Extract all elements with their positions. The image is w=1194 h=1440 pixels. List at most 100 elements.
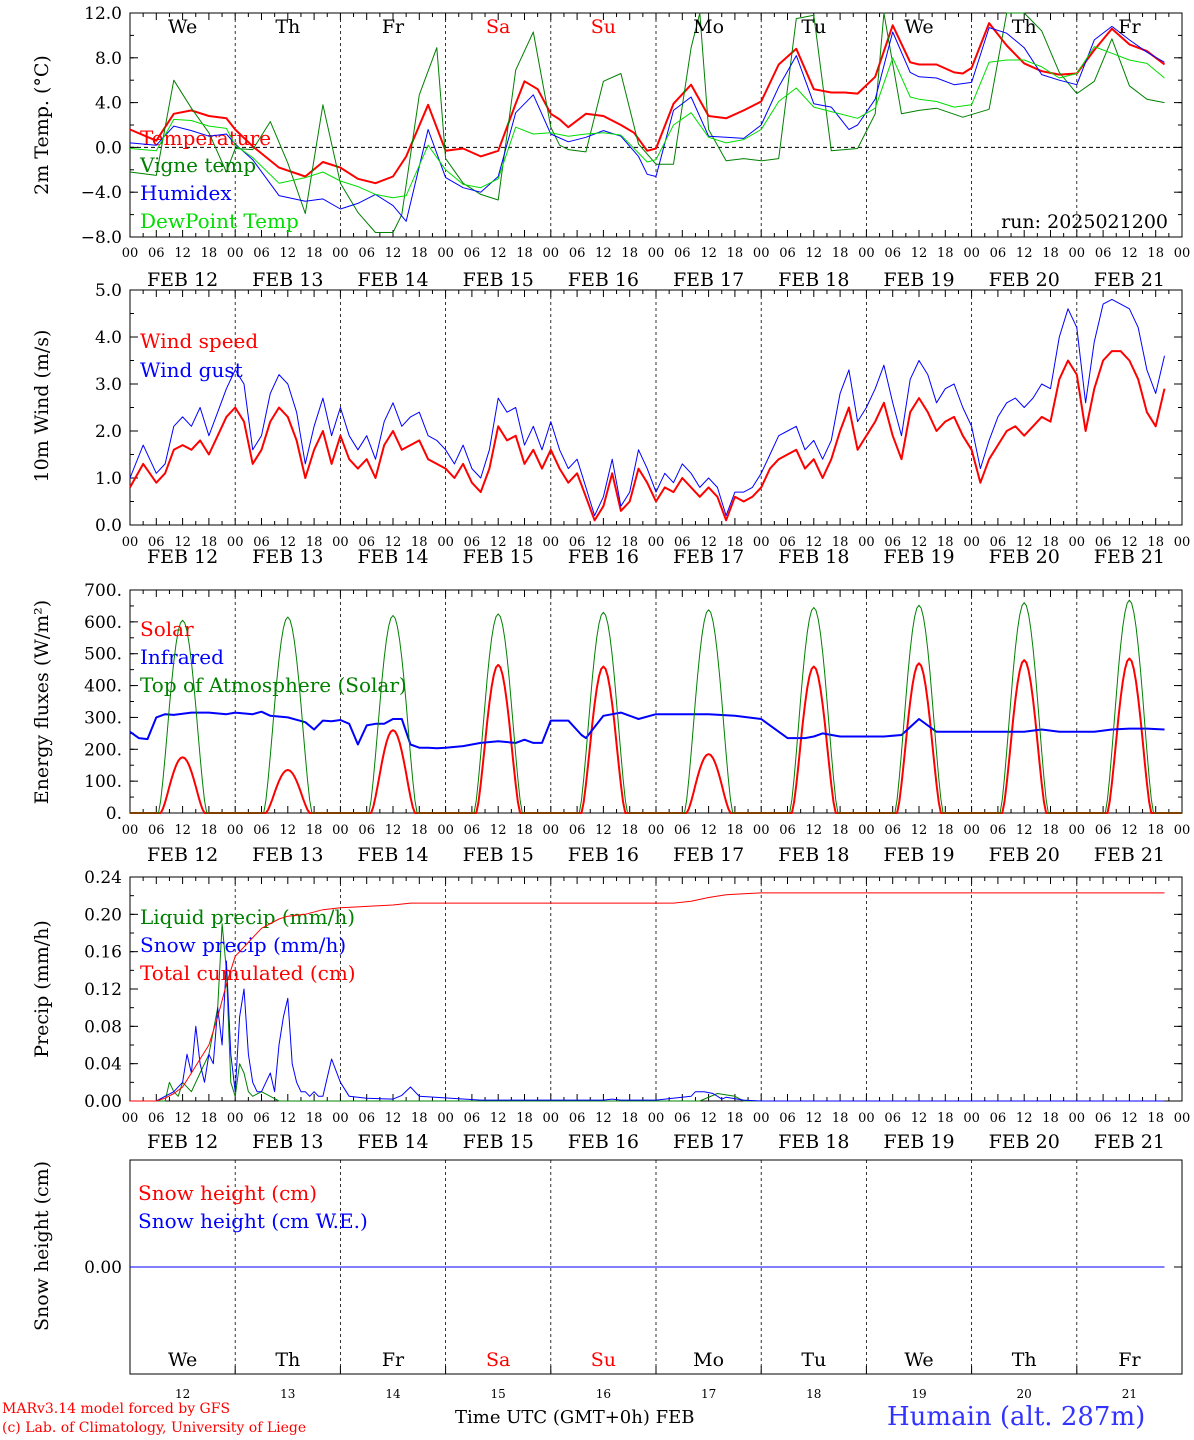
hour-tick-label: 18 <box>201 823 218 838</box>
hour-tick-label: 00 <box>753 535 770 550</box>
weekday-label: Tu <box>801 16 826 38</box>
date-label: FEB 19 <box>883 546 954 568</box>
hour-tick-label: 18 <box>937 535 954 550</box>
hour-tick-label: 12 <box>700 535 717 550</box>
series-line-dewpoint-temp <box>129 46 1165 199</box>
day-number-label: 18 <box>806 1387 821 1401</box>
hour-tick-label: 06 <box>464 246 481 261</box>
hour-tick-label: 12 <box>700 1111 717 1126</box>
hour-tick-label: 00 <box>1069 535 1086 550</box>
hour-tick-label: 00 <box>858 823 875 838</box>
hour-tick-label: 06 <box>884 1111 901 1126</box>
legend-entry: Snow height (cm W.E.) <box>138 1209 368 1233</box>
hour-tick-label: 00 <box>963 1111 980 1126</box>
weekday-label: Th <box>1012 16 1037 38</box>
hour-tick-label: 18 <box>937 246 954 261</box>
hour-tick-label: 12 <box>385 1111 402 1126</box>
hour-tick-label: 06 <box>990 823 1007 838</box>
day-number-label: 16 <box>596 1387 611 1401</box>
date-label: FEB 19 <box>883 844 954 866</box>
date-label: FEB 20 <box>989 844 1060 866</box>
date-label: FEB 15 <box>463 546 534 568</box>
legend-entry: Snow height (cm) <box>138 1181 317 1205</box>
hour-tick-label: 18 <box>306 1111 323 1126</box>
series-line-wind-gust <box>129 298 1165 517</box>
hour-tick-label: 18 <box>306 535 323 550</box>
hour-tick-label: 18 <box>306 246 323 261</box>
hour-tick-label: 06 <box>253 823 270 838</box>
y-tick-label: 500. <box>84 645 122 665</box>
hour-tick-label: 00 <box>963 535 980 550</box>
legend-entry: Wind speed <box>140 329 258 353</box>
hour-tick-label: 12 <box>490 823 507 838</box>
y-tick-label: 0.0 <box>95 516 122 536</box>
hour-tick-label: 12 <box>1016 823 1033 838</box>
legend-entry: Humidex <box>140 181 232 205</box>
hour-tick-label: 00 <box>1069 246 1086 261</box>
date-label: FEB 19 <box>883 1131 954 1153</box>
series-line-humidex <box>129 25 1165 222</box>
series-line-wind-speed <box>129 350 1166 522</box>
hour-tick-label: 18 <box>516 535 533 550</box>
hour-tick-label: 12 <box>280 1111 297 1126</box>
hour-tick-label: 12 <box>385 246 402 261</box>
hour-tick-label: 06 <box>464 1111 481 1126</box>
y-tick-label: 400. <box>84 677 122 697</box>
y-tick-label: 1.0 <box>95 469 122 489</box>
y-tick-label: 200. <box>84 740 122 760</box>
date-label: FEB 21 <box>1094 546 1165 568</box>
hour-tick-label: 12 <box>911 246 928 261</box>
hour-tick-label: 00 <box>332 1111 349 1126</box>
hour-tick-label: 12 <box>595 1111 612 1126</box>
hour-tick-label: 18 <box>937 1111 954 1126</box>
y-tick-label: 0.20 <box>84 905 122 925</box>
legend-entry: Solar <box>140 617 194 641</box>
hour-tick-label: 00 <box>648 535 665 550</box>
weekday-label: Th <box>275 16 300 38</box>
hour-tick-label: 06 <box>569 246 586 261</box>
series-line-temperature <box>129 22 1166 185</box>
hour-tick-label: 18 <box>832 1111 849 1126</box>
hour-tick-label: 06 <box>990 1111 1007 1126</box>
hour-tick-label: 00 <box>858 246 875 261</box>
hour-tick-label: 00 <box>227 246 244 261</box>
y-tick-label: 0.08 <box>84 1017 122 1037</box>
hour-tick-label: 18 <box>727 823 744 838</box>
legend-entry: DewPoint Temp <box>140 209 299 233</box>
hour-tick-label: 12 <box>1121 535 1138 550</box>
hour-tick-label: 06 <box>464 823 481 838</box>
y-tick-label: 0.12 <box>84 980 122 1000</box>
hour-tick-label: 00 <box>858 1111 875 1126</box>
hour-tick-label: 06 <box>674 246 691 261</box>
hour-tick-label: 00 <box>543 246 560 261</box>
hour-tick-label: 12 <box>911 823 928 838</box>
y-tick-label: 3.0 <box>95 375 122 395</box>
hour-tick-label: 12 <box>385 535 402 550</box>
date-label: FEB 20 <box>989 269 1060 291</box>
hour-tick-label: 18 <box>621 823 638 838</box>
hour-tick-label: 18 <box>727 535 744 550</box>
day-number-label: 15 <box>491 1387 506 1401</box>
hour-tick-label: 00 <box>437 535 454 550</box>
hour-tick-label: 18 <box>411 823 428 838</box>
date-label: FEB 17 <box>673 844 744 866</box>
legend-entry: Total cumulated (cm) <box>140 961 356 985</box>
hour-tick-label: 12 <box>806 246 823 261</box>
y-tick-label: 0.24 <box>84 868 122 888</box>
hour-tick-label: 00 <box>648 1111 665 1126</box>
hour-tick-label: 12 <box>911 535 928 550</box>
weekday-label: Mo <box>693 1349 724 1371</box>
hour-tick-label: 06 <box>779 535 796 550</box>
hour-tick-label: 00 <box>227 823 244 838</box>
hour-tick-label: 18 <box>411 535 428 550</box>
lab-credit: (c) Lab. of Climatology, University of L… <box>2 1420 307 1436</box>
hour-tick-label: 18 <box>1042 246 1059 261</box>
day-number-label: 19 <box>911 1387 926 1401</box>
date-label: FEB 16 <box>568 269 639 291</box>
date-label: FEB 20 <box>989 1131 1060 1153</box>
y-tick-label: 0. <box>106 804 122 824</box>
hour-tick-label: 00 <box>1174 246 1191 261</box>
hour-tick-label: 12 <box>1016 1111 1033 1126</box>
y-tick-label: 8.0 <box>95 49 122 69</box>
